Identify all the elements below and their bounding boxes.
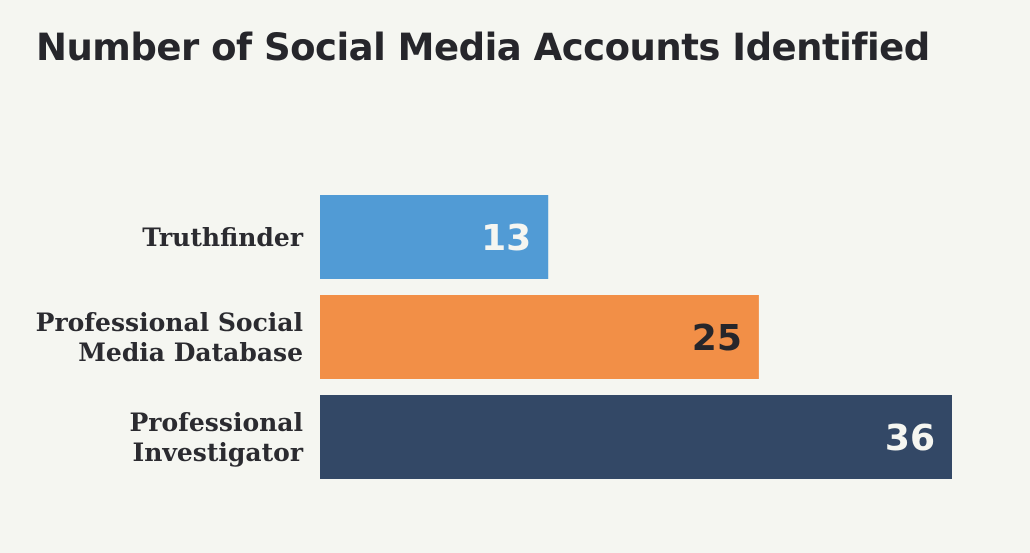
bar-3 [320, 395, 952, 479]
value-label-1: 13 [481, 218, 531, 259]
category-label-line: Professional [130, 408, 304, 437]
chart-title: Number of Social Media Accounts Identifi… [36, 26, 930, 69]
category-label-2: Professional Social Media Database [36, 308, 303, 367]
category-label-3: Professional Investigator [130, 408, 304, 467]
category-label-line: Truthfinder [142, 223, 304, 252]
category-label-line: Investigator [133, 438, 304, 467]
category-label-line: Professional Social [36, 308, 303, 337]
value-label-3: 36 [885, 418, 935, 459]
category-label-line: Media Database [78, 338, 303, 367]
category-label-1: Truthfinder [142, 223, 304, 252]
bar-2 [320, 295, 759, 379]
value-label-2: 25 [692, 318, 742, 359]
bar-1 [320, 195, 549, 279]
